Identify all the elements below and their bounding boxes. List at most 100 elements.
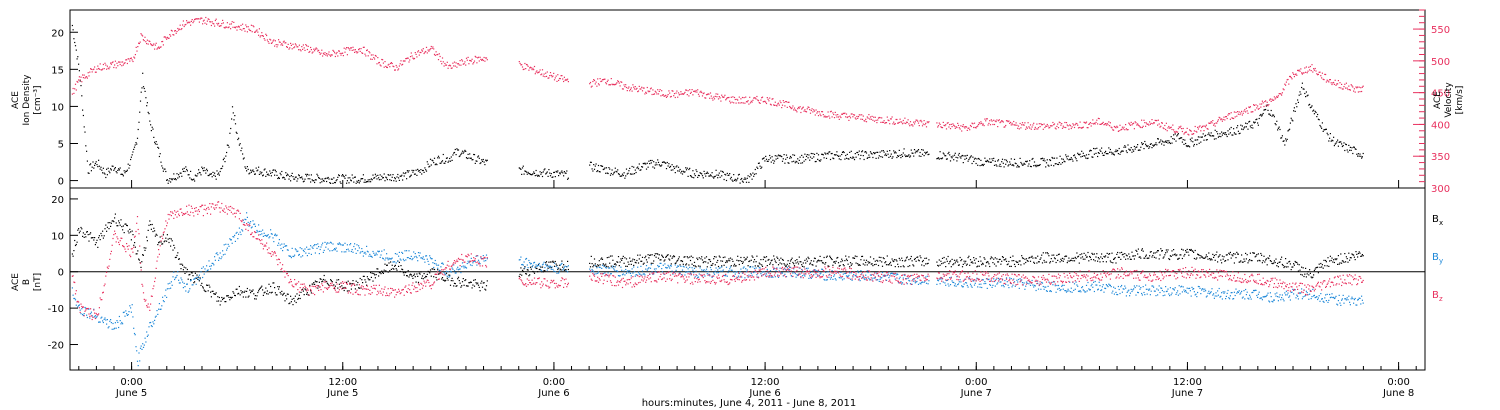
velocity-point — [833, 113, 835, 116]
b-bx-point — [426, 273, 428, 275]
b-bx-point — [473, 285, 476, 287]
density-point — [374, 177, 376, 179]
velocity-point — [897, 122, 900, 124]
density-point — [318, 177, 320, 179]
b-bx-point — [546, 264, 548, 266]
b-bx-point — [362, 282, 364, 284]
b-bx-point — [79, 230, 81, 232]
velocity-point — [1048, 127, 1050, 129]
velocity-point — [860, 118, 862, 120]
density-point — [1317, 113, 1319, 116]
b-bx-point — [241, 292, 243, 294]
b-by-point — [293, 255, 295, 258]
velocity-point — [137, 46, 139, 48]
density-point — [190, 170, 192, 172]
b-bx-point — [224, 301, 226, 303]
b-bx-point — [1154, 252, 1156, 254]
density-point — [689, 167, 691, 169]
density-point — [1232, 134, 1234, 136]
b-bx-point — [993, 258, 995, 260]
density-point — [809, 159, 811, 161]
b-bx-point — [401, 268, 403, 270]
b-bx-point — [669, 255, 672, 257]
velocity-point — [565, 78, 567, 81]
density-point — [1357, 153, 1359, 155]
b-by-point — [262, 229, 264, 231]
b-bx-point — [737, 255, 739, 257]
density-point — [436, 164, 438, 166]
velocity-point — [1229, 118, 1231, 120]
density-point — [1241, 128, 1243, 130]
velocity-point — [1095, 121, 1097, 123]
velocity-point — [973, 122, 976, 124]
velocity-point — [644, 93, 646, 95]
density-point — [637, 168, 640, 170]
density-point — [610, 172, 612, 175]
b-bx-point — [1307, 271, 1309, 273]
velocity-point — [920, 119, 922, 121]
b-by-point — [270, 229, 272, 231]
b-bx-point — [623, 262, 625, 264]
density-point — [117, 169, 119, 171]
b-bx-point — [127, 230, 129, 232]
density-point — [758, 162, 760, 164]
b-by-point — [93, 308, 95, 310]
density-point — [1229, 128, 1231, 130]
b-bx-point — [1101, 253, 1103, 255]
b-bx-point — [483, 282, 485, 284]
velocity-point — [296, 46, 298, 48]
density-point — [821, 153, 824, 155]
density-point — [1233, 132, 1235, 134]
density-point — [1223, 132, 1225, 134]
density-point — [1269, 113, 1271, 115]
velocity-point — [748, 103, 750, 105]
density-point — [947, 153, 949, 155]
velocity-point — [72, 87, 74, 90]
velocity-point — [169, 34, 171, 36]
density-point — [118, 169, 120, 171]
velocity-point — [244, 30, 246, 32]
b-bx-point — [1147, 257, 1149, 259]
velocity-point — [553, 79, 556, 81]
velocity-point — [1259, 103, 1261, 105]
velocity-point — [816, 112, 818, 114]
b-bx-point — [1041, 254, 1043, 256]
density-point — [443, 162, 445, 164]
velocity-point — [1083, 121, 1085, 123]
density-point — [409, 175, 412, 177]
velocity-point — [1163, 128, 1165, 130]
density-point — [719, 176, 721, 178]
density-point — [330, 178, 332, 180]
velocity-point — [867, 117, 869, 119]
velocity-point — [753, 97, 755, 99]
b-bx-point — [223, 297, 225, 299]
density-point — [455, 154, 457, 156]
velocity-point — [1303, 72, 1305, 74]
b-bx-point — [270, 285, 272, 288]
b-bx-point — [1015, 260, 1017, 262]
b-bx-point — [1065, 255, 1067, 257]
density-point — [359, 180, 361, 182]
b-by-point — [282, 250, 284, 252]
b-bx-point — [1141, 248, 1143, 250]
b-bx-point — [872, 265, 874, 267]
b-bx-point — [545, 261, 548, 263]
velocity-point — [76, 80, 78, 83]
density-point — [1161, 143, 1163, 145]
b-bx-point — [1009, 265, 1011, 267]
velocity-point — [352, 46, 354, 48]
velocity-point — [188, 22, 190, 24]
b-bx-point — [987, 261, 989, 263]
velocity-point — [141, 34, 143, 36]
density-point — [1018, 166, 1020, 168]
velocity-point — [230, 28, 232, 30]
density-point — [78, 63, 80, 65]
b-bx-point — [1350, 257, 1352, 259]
velocity-point — [370, 58, 372, 60]
velocity-point — [697, 93, 700, 95]
velocity-point — [1201, 126, 1203, 129]
b-bx-point — [705, 256, 708, 258]
b-bx-point — [1040, 257, 1042, 259]
b-bx-point — [192, 275, 194, 277]
b-bx-point — [200, 284, 202, 286]
